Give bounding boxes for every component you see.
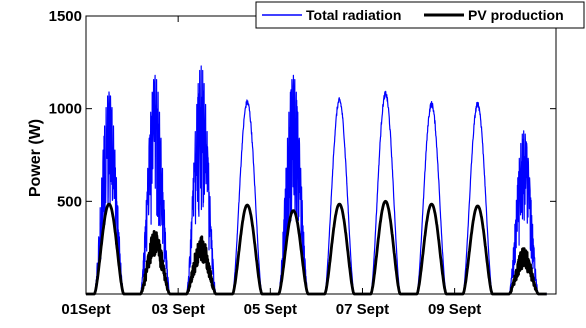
legend-box <box>255 1 585 29</box>
y-axis-title: Power (W) <box>27 119 44 197</box>
axes-layer: 500 1000 1500 01Sept 03 Sept 05 Sept 07 Sept 09… <box>49 8 556 318</box>
x-tick-label: 03 Sept <box>151 301 204 318</box>
x-tick-label: 09 Sept <box>428 301 481 318</box>
series-layer <box>86 65 547 296</box>
series-line-pv-production <box>86 199 547 296</box>
x-tick-label: 07 Sept <box>336 301 389 318</box>
legend-entry-total-radiation-label: Total radiation <box>306 7 401 23</box>
legend-entry-pv-production-label: PV production <box>468 7 564 23</box>
legend: Total radiation PV production <box>255 1 585 29</box>
y-tick-label: 500 <box>57 193 82 210</box>
y-tick-label: 1500 <box>49 8 82 25</box>
y-tick-label: 1000 <box>49 101 82 118</box>
x-tick-label: 01Sept <box>61 301 110 318</box>
x-tick-label: 05 Sept <box>244 301 297 318</box>
